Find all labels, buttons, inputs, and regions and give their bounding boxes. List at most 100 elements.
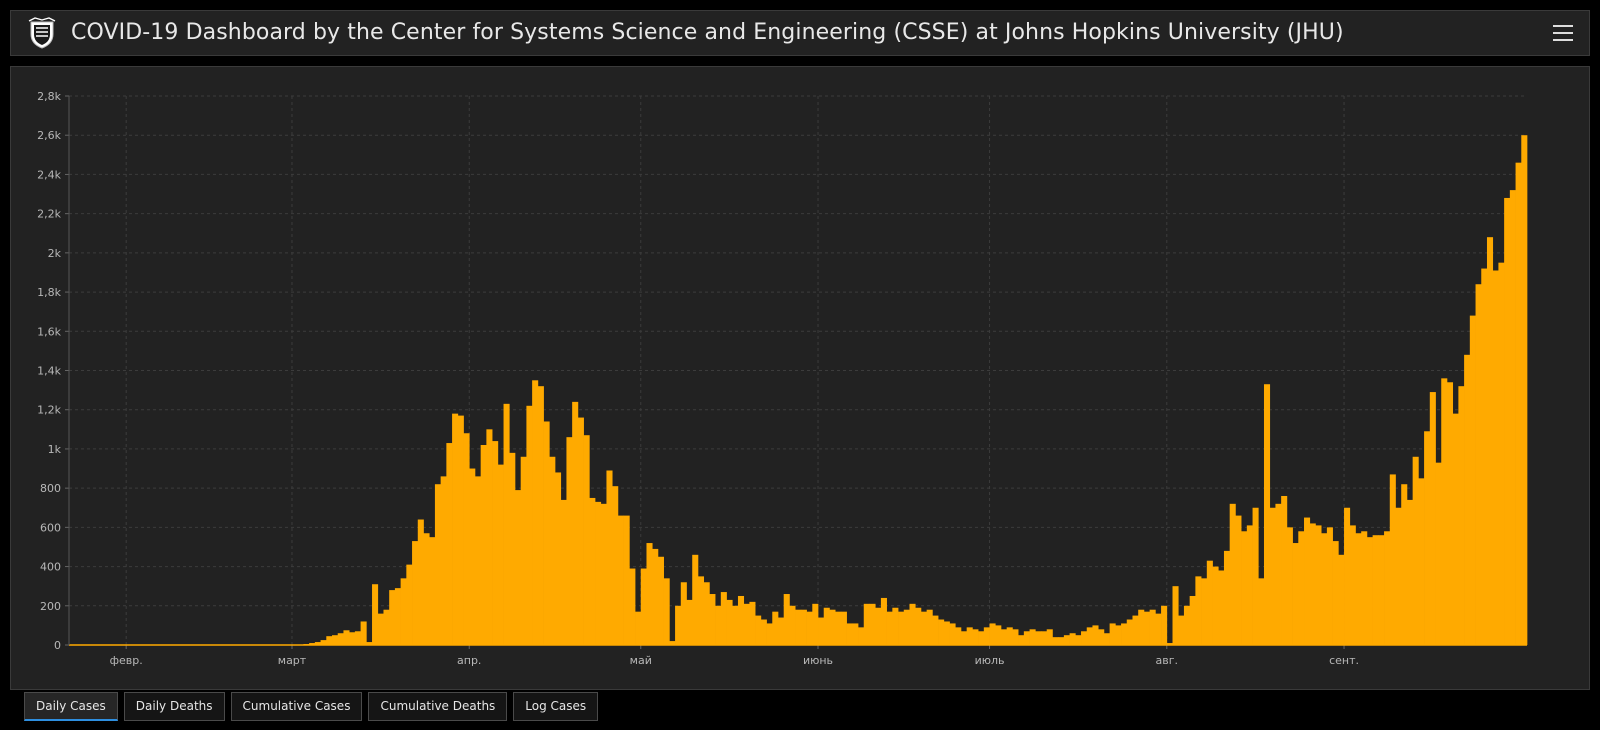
bar [1355,533,1362,645]
hamburger-menu-icon[interactable] [1551,21,1575,45]
tab-cumulative-cases[interactable]: Cumulative Cases [230,692,363,721]
bar [1018,635,1025,645]
bar [720,592,727,645]
bar [949,623,956,645]
bar [612,486,619,645]
x-tick-label: февр. [110,654,143,667]
bar [332,635,339,645]
x-tick-label: апр. [457,654,481,667]
x-tick-label: сент. [1329,654,1359,667]
x-tick-label: авг. [1156,654,1179,667]
bar [354,631,361,645]
bar [1161,605,1168,645]
bar [983,627,990,645]
bar [463,433,470,645]
bar [372,584,379,645]
tab-log-cases[interactable]: Log Cases [513,692,599,721]
bar [377,613,384,645]
bar [1395,507,1402,645]
y-tick-label: 1,8k [37,286,61,299]
bar [1109,623,1116,645]
bar [755,615,762,645]
bar [995,625,1002,645]
bar [760,619,767,645]
bar [543,421,550,645]
bar [1309,523,1316,645]
bar [789,605,796,645]
bar [640,568,647,645]
bar [1092,625,1099,645]
bar [1183,605,1191,645]
x-tick-label: май [630,654,652,667]
y-tick-label: 0 [54,639,61,652]
bar [1058,637,1065,645]
bar [978,631,985,645]
bar [1012,629,1019,645]
bar [1521,135,1528,645]
bar [337,633,344,645]
bar [486,429,493,645]
bar [1269,507,1276,645]
y-tick-label: 800 [40,482,61,495]
bar [1469,315,1476,645]
bar [1041,631,1048,645]
bar [1349,525,1356,645]
bar [1075,635,1082,645]
bar [680,582,687,645]
bar [835,611,842,645]
bar [1149,609,1156,645]
y-tick-label: 1,6k [37,325,61,338]
bar [726,599,733,645]
bar [1326,527,1333,645]
bar [1029,629,1036,645]
bar [1241,531,1248,645]
bar [469,468,476,645]
bar [492,441,499,645]
bar [1441,378,1448,645]
bar [1384,531,1391,645]
bar [840,611,847,645]
bar [617,515,624,645]
bar [1006,627,1013,645]
bar [1103,633,1110,645]
bar [646,543,653,645]
bar [1052,637,1059,645]
bar [1509,190,1516,645]
bar [737,595,745,645]
bar [863,603,870,645]
bar [1372,535,1379,645]
bar [1446,382,1454,645]
bar [1138,609,1145,645]
bar [497,464,504,645]
bar [549,456,556,645]
tab-cumulative-deaths[interactable]: Cumulative Deaths [368,692,508,721]
bar [732,605,739,645]
bar [1223,550,1231,645]
bar [326,636,333,645]
bar [858,627,865,645]
bar [1069,633,1076,645]
bar [1452,413,1459,645]
tab-daily-deaths[interactable]: Daily Deaths [123,692,225,721]
bar [1435,462,1442,645]
bar [972,629,979,645]
bar [909,603,916,645]
tab-daily-cases[interactable]: Daily Cases [24,692,118,721]
bar [1515,162,1522,645]
bar [389,590,396,645]
bar [880,597,887,645]
bar [1046,629,1053,645]
bar [520,456,527,645]
bar [1378,535,1385,645]
bar [1481,268,1488,645]
bar [697,576,705,645]
bar [675,605,682,645]
bar [417,519,424,645]
bar [349,632,356,645]
bar [537,386,544,645]
y-tick-label: 400 [40,561,61,574]
bar [1401,484,1408,645]
bar [1286,527,1293,645]
bar [560,499,567,645]
bar [532,380,539,645]
